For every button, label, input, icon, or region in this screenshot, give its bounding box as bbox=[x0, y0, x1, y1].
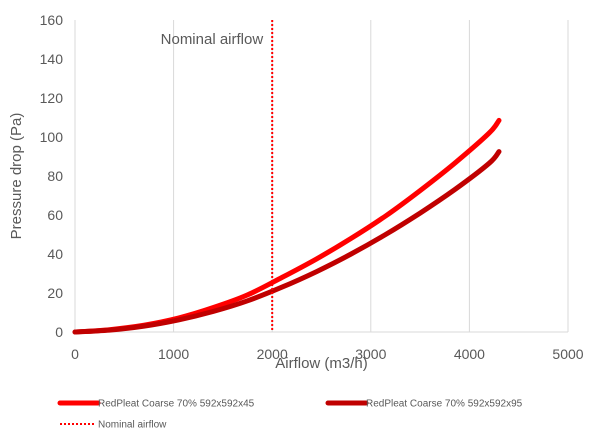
y-tick-label: 0 bbox=[55, 324, 63, 340]
x-tick-label: 4000 bbox=[454, 346, 485, 362]
y-tick-label: 40 bbox=[47, 246, 63, 262]
grid-lines bbox=[173, 20, 569, 332]
y-tick-label: 60 bbox=[47, 207, 63, 223]
axes: 0 1000 2000 3000 4000 5000 0 20 40 60 80 100 120 140 1… bbox=[40, 12, 584, 362]
x-axis-title: Airflow (m3/h) bbox=[275, 355, 368, 372]
x-tick-label: 5000 bbox=[552, 346, 583, 362]
series-lines bbox=[72, 117, 502, 335]
y-tick-label: 140 bbox=[40, 51, 64, 67]
legend-label-3: Nominal airflow bbox=[98, 420, 167, 431]
x-tick-label: 1000 bbox=[158, 346, 189, 362]
x-tick-label: 2000 bbox=[257, 346, 288, 362]
legend-label-2: RedPleat Coarse 70% 592x592x95 bbox=[366, 399, 523, 410]
legend-label-1: RedPleat Coarse 70% 592x592x45 bbox=[98, 399, 255, 410]
series-line-1 bbox=[72, 117, 502, 335]
y-tick-label: 120 bbox=[40, 90, 64, 106]
nominal-airflow-annotation: Nominal airflow bbox=[161, 31, 264, 48]
y-tick-label: 160 bbox=[40, 12, 64, 28]
legend: RedPleat Coarse 70% 592x592x45 RedPleat C… bbox=[57, 399, 523, 431]
y-tick-label: 100 bbox=[40, 129, 64, 145]
y-tick-label: 20 bbox=[47, 285, 63, 301]
y-axis-title: Pressure drop (Pa) bbox=[8, 113, 25, 240]
series-line-2 bbox=[72, 149, 502, 335]
x-tick-label: 0 bbox=[71, 346, 79, 362]
y-tick-label: 80 bbox=[47, 168, 63, 184]
x-tick-label: 3000 bbox=[355, 346, 386, 362]
